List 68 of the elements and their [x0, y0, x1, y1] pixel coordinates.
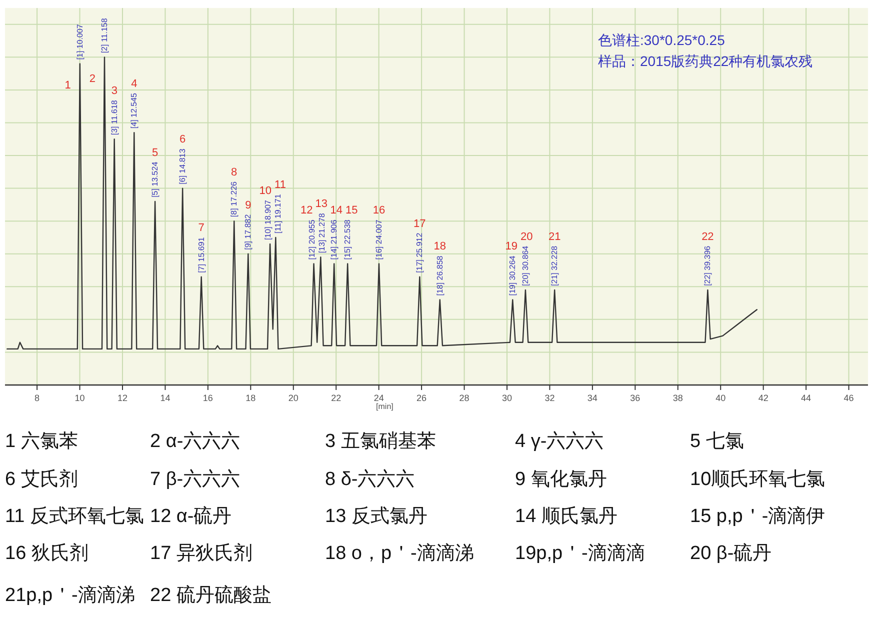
x-tick-label: 42: [758, 393, 768, 403]
peak-label: [6] 14.813: [178, 148, 188, 184]
peak-number: 11: [274, 179, 286, 192]
x-tick-label: 14: [160, 393, 170, 403]
peak-label: [22] 39.396: [703, 246, 712, 286]
peak-number: 2: [89, 73, 96, 86]
x-tick-label: 8: [34, 393, 40, 403]
peak-label: [1] 10.007: [75, 24, 84, 60]
x-tick-label: 40: [716, 393, 726, 403]
peak-label: [2] 11.158: [100, 18, 109, 54]
peak-number: 12: [300, 204, 313, 217]
peak-label: [15] 22.538: [343, 220, 352, 260]
x-tick-label: 38: [672, 393, 683, 403]
peak-number: 1: [64, 80, 71, 92]
x-tick-label: 26: [416, 393, 427, 403]
peak-number: 3: [111, 85, 118, 98]
peak-label: [10] 18.907: [263, 200, 272, 240]
x-tick-label: 22: [331, 393, 342, 403]
peak-number: 19: [505, 240, 518, 253]
x-tick-label: 10: [74, 393, 85, 403]
peak-number: 17: [414, 218, 426, 230]
peak-label: [14] 21.906: [330, 220, 339, 260]
peak-label: [3] 11.618: [110, 100, 119, 136]
x-tick-label: 18: [246, 393, 256, 403]
peak-label: [19] 30.264: [508, 256, 518, 296]
peak-label: [9] 17.882: [244, 214, 253, 250]
peak-number: 18: [434, 240, 446, 253]
peak-number: 20: [520, 230, 533, 243]
x-tick-label: 34: [587, 393, 598, 403]
peak-label: [11] 19.171: [273, 194, 282, 234]
x-tick-label: 20: [288, 393, 298, 403]
peak-number: 8: [231, 166, 238, 178]
peak-number: 14: [330, 204, 343, 217]
peak-label: [7] 15.691: [196, 237, 206, 273]
peak-label: [8] 17.226: [230, 182, 239, 218]
peak-number: 9: [245, 199, 252, 212]
x-tick-label: 36: [630, 393, 640, 403]
peak-number: 4: [131, 78, 138, 90]
peak-number: 16: [372, 204, 386, 217]
x-tick-label: 46: [844, 393, 854, 403]
peak-label: [20] 30.864: [520, 246, 530, 286]
peak-number: 13: [315, 198, 328, 210]
peak-number: 22: [702, 230, 714, 243]
x-tick-label: 28: [459, 393, 470, 403]
peak-number: 21: [548, 230, 561, 243]
peak-number: 6: [180, 134, 186, 146]
peak-number: 15: [346, 204, 358, 217]
chart-title: 色谱柱:30*0.25*0.25: [598, 32, 726, 48]
peak-label: [18] 26.858: [435, 256, 444, 296]
peak-label: [21] 32.228: [550, 246, 560, 286]
compound-list: 1 六氯苯 2 α-六六六 3 五氯硝基苯 4 γ-六六六 5 七氯 6 艾氏剂 7 β-六六六 8 δ-六六六 9 氧化氯丹 10顺氏环氧七氯 11 反式环氧七氯 12 α-硫丹 13 反式氯丹 14 顺氏氯丹 15 p,p＇-滴滴伊 16 狄氏剂 17 异狄氏剂 18 o，p＇-滴滴涕 19p,p＇-滴滴滴 20 β-硫丹 21p,p＇-滴滴涕 22 硫丹硫酸盐: [5, 431, 826, 606]
peak-number: 7: [198, 222, 204, 234]
peak-label: [4] 12.545: [130, 92, 139, 129]
chart-subtitle: 样品：2015版药典22种有机氯农残: [598, 53, 813, 69]
x-tick-label: 12: [117, 393, 128, 403]
x-tick-label: 16: [202, 393, 213, 403]
peak-label: [13] 21.278: [318, 213, 327, 254]
peak-number: 5: [152, 146, 158, 159]
x-axis-title: [min]: [376, 402, 394, 411]
x-tick-label: 44: [801, 393, 812, 403]
peak-label: [16] 24.007: [374, 220, 384, 260]
peak-label: [17] 25.912: [415, 232, 424, 273]
peak-label: [5] 13.524: [150, 162, 160, 198]
peak-number: 10: [259, 185, 272, 197]
x-tick-label: 24: [374, 393, 384, 403]
x-tick-label: 30: [502, 393, 512, 403]
peak-label: [12] 20.955: [308, 220, 317, 260]
x-tick-label: 32: [544, 393, 555, 403]
